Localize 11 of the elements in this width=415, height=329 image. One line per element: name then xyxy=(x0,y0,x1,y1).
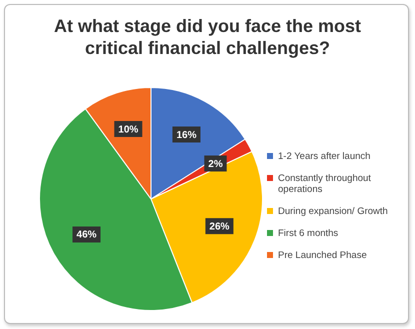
data-label: 10% xyxy=(118,124,138,136)
data-label: 46% xyxy=(76,230,97,241)
data-label: 2% xyxy=(208,158,223,170)
data-label: 26% xyxy=(209,221,230,232)
legend-label: 1-2 Years after launch xyxy=(278,151,370,162)
chart-title: At what stage did you face the most critical financial challenges? xyxy=(52,15,362,59)
legend-label: Constantly throughout operations xyxy=(278,173,372,195)
legend-label: Pre Launched Phase xyxy=(278,250,367,261)
legend-label: First 6 months xyxy=(278,228,338,239)
legend-label: During expansion/ Growth xyxy=(278,206,388,217)
data-label: 16% xyxy=(176,130,197,141)
